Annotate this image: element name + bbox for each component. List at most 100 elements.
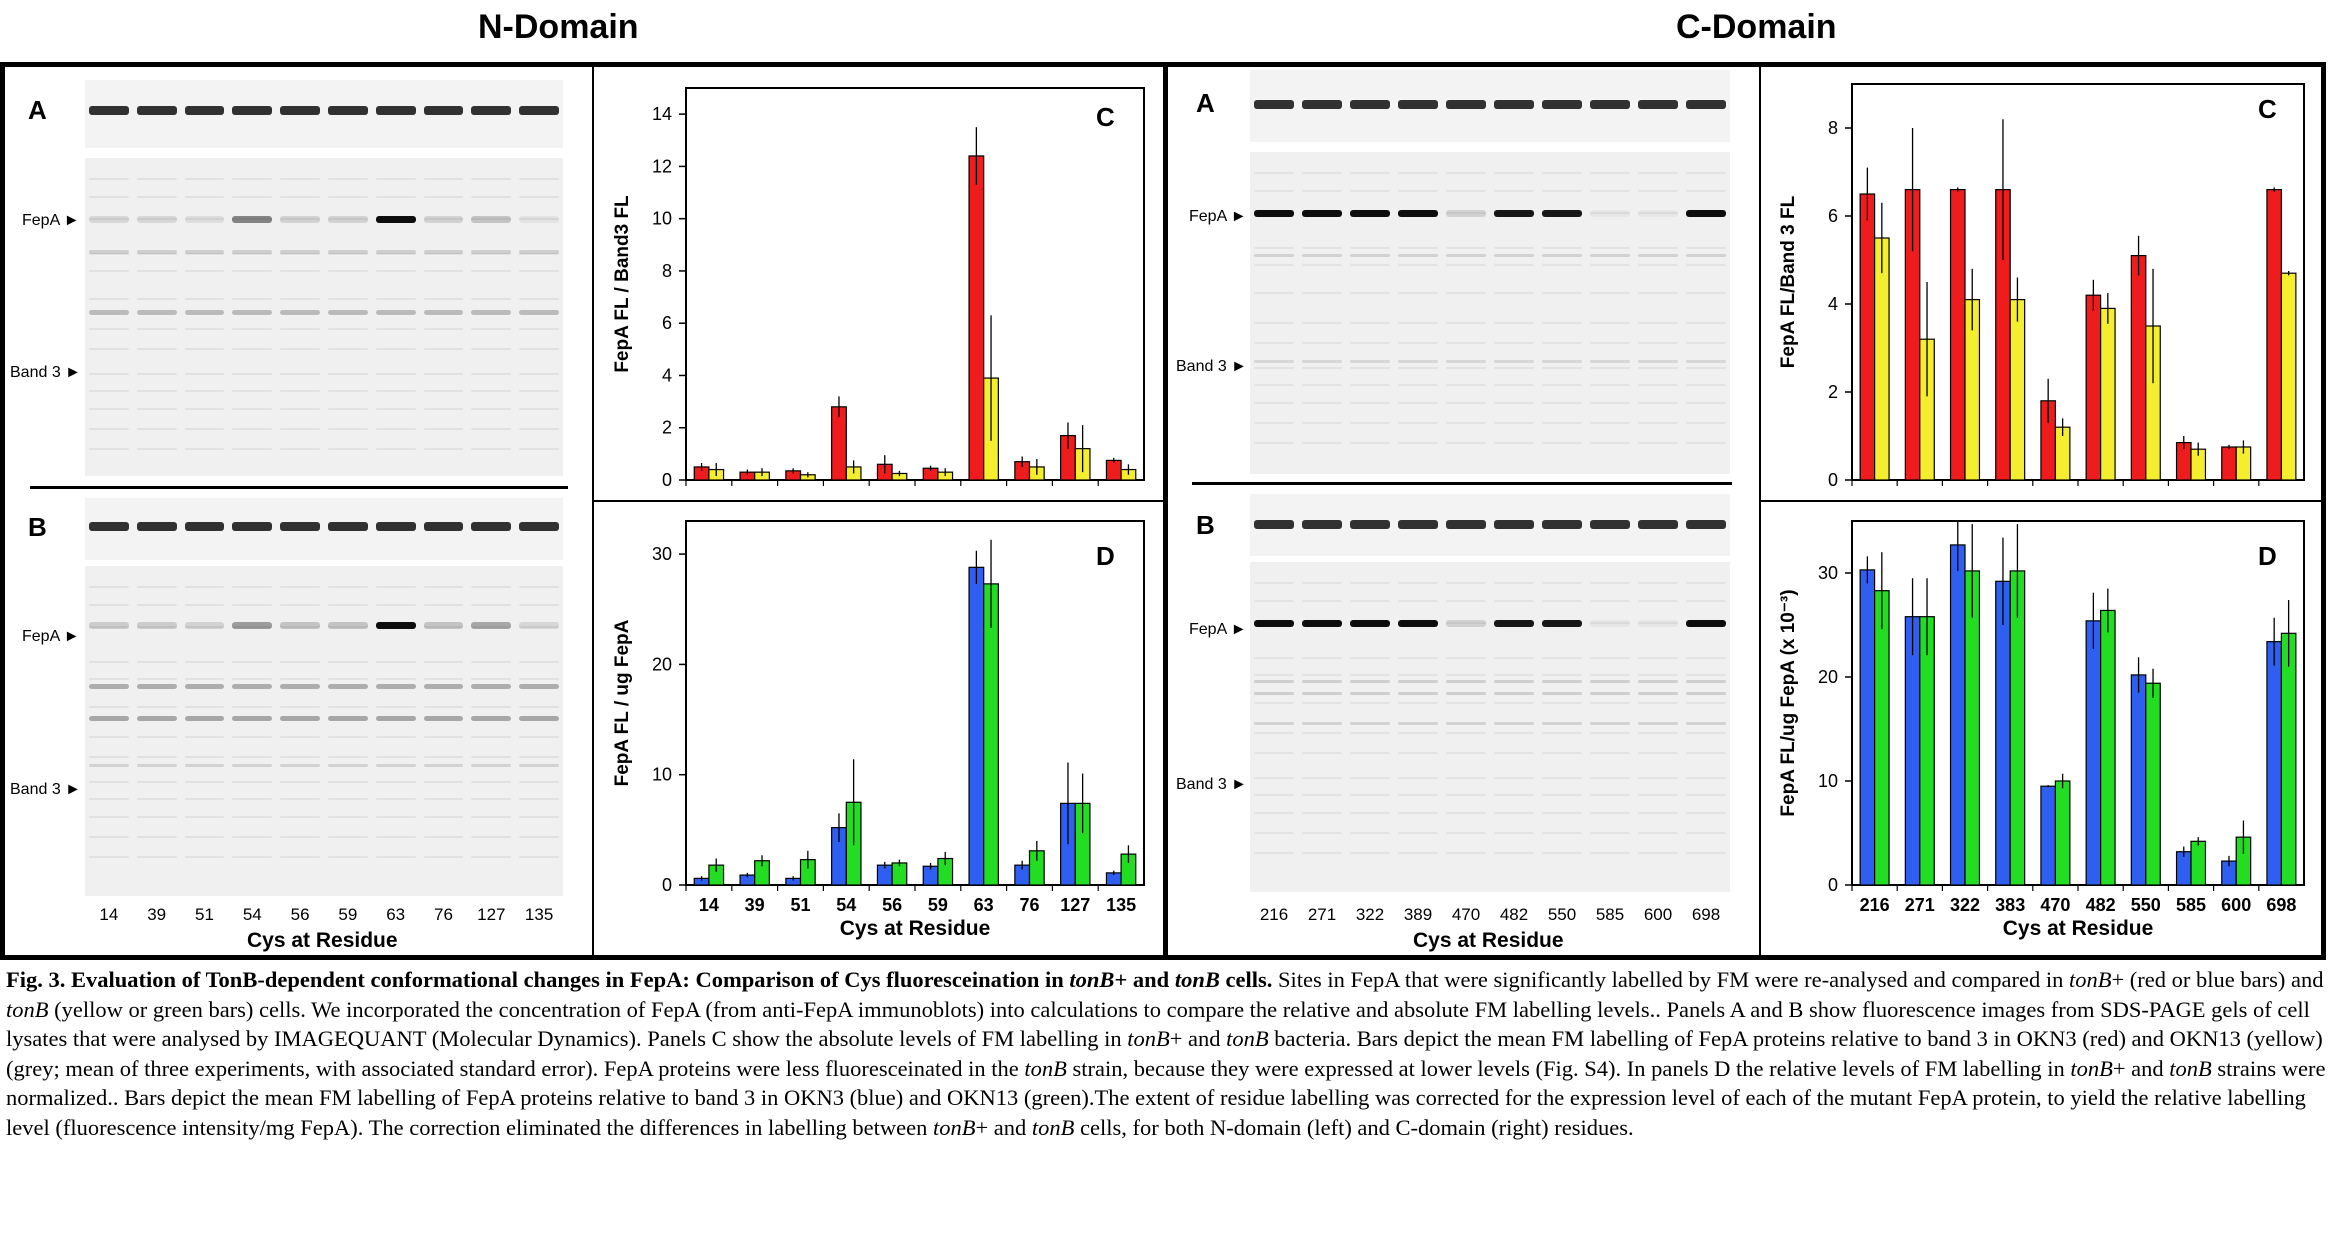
gel-band — [1254, 342, 1294, 344]
gel-band — [1494, 367, 1534, 369]
gel-band — [1494, 680, 1534, 683]
gel-band — [328, 522, 368, 531]
gel-band — [232, 604, 273, 606]
gel-band — [1398, 360, 1438, 363]
gel-band — [1350, 264, 1390, 266]
gel-band — [184, 270, 225, 272]
c-gel-a-fepa-marker: FepA ► — [1189, 208, 1247, 225]
gel-band — [423, 678, 464, 680]
gel-band — [1686, 172, 1726, 174]
gel-band — [1350, 674, 1390, 676]
gel-band — [519, 270, 559, 272]
gel-band — [136, 390, 177, 392]
gel-band — [136, 798, 177, 800]
gel-band — [1254, 832, 1294, 834]
gel-band — [1254, 852, 1294, 854]
divider-c-gel-chart — [1759, 65, 1761, 957]
gel-band — [1398, 342, 1438, 344]
x-tick-label: 127 — [1060, 895, 1090, 915]
gel-band — [1638, 442, 1678, 444]
gel-band — [1302, 100, 1342, 109]
gel-band — [328, 604, 368, 606]
gel-band — [1446, 622, 1486, 624]
gel-band — [89, 448, 129, 450]
gel-band — [1686, 190, 1726, 192]
gel-band — [471, 622, 512, 629]
gel-band — [328, 586, 368, 588]
c-gel-x-title: Cys at Residue — [1413, 929, 1564, 952]
gel-band — [328, 684, 368, 689]
gel-band — [1590, 322, 1630, 324]
gel-band — [89, 218, 129, 220]
gel-band — [136, 216, 177, 223]
gel-band — [375, 764, 416, 767]
y-axis-label: FepA FL/ug FepA (x 10⁻³) — [1778, 589, 1799, 816]
gel-band — [1254, 794, 1294, 796]
gel-band — [1398, 402, 1438, 404]
gel-band — [136, 448, 177, 450]
gel-band — [1398, 794, 1438, 796]
gel-band — [89, 106, 129, 115]
gel-band — [423, 408, 464, 410]
gel-band — [136, 106, 177, 115]
gel-band — [519, 522, 559, 531]
gel-band — [232, 798, 273, 800]
gel-band — [375, 348, 416, 350]
gel-band — [1254, 657, 1294, 659]
gel-band — [1494, 254, 1534, 257]
gel-band — [1494, 752, 1534, 754]
gel-band — [1254, 692, 1294, 695]
gel-band — [1638, 210, 1678, 217]
x-tick-label: 470 — [2040, 895, 2070, 915]
gel-band — [232, 522, 273, 531]
bar — [1949, 188, 1966, 481]
gel-band — [423, 522, 464, 531]
gel-band — [471, 106, 512, 115]
gel-band — [1494, 322, 1534, 324]
gel-band — [1542, 520, 1582, 529]
gel-band — [1254, 777, 1294, 779]
gel-band — [280, 216, 320, 223]
gel-band — [375, 678, 416, 680]
gel-band — [184, 781, 225, 783]
gel-band — [1638, 520, 1678, 529]
gel-band — [1350, 322, 1390, 324]
gel-band — [423, 684, 464, 689]
gel-band — [184, 856, 225, 858]
y-tick-label: 20 — [652, 654, 672, 674]
gel-band — [328, 626, 368, 628]
y-tick-label: 6 — [1828, 206, 1838, 226]
gel-band — [1638, 657, 1678, 659]
gel-band — [1398, 442, 1438, 444]
gel-band — [1542, 422, 1582, 424]
gel-band — [1590, 732, 1630, 734]
gel-band — [1686, 367, 1726, 369]
gel-band — [375, 270, 416, 272]
gel-band — [184, 298, 225, 300]
bar — [831, 406, 847, 481]
gel-band — [1302, 582, 1342, 584]
bar — [2100, 609, 2116, 886]
gel-band — [1350, 722, 1390, 725]
gel-band — [519, 298, 559, 300]
panel-label: D — [1096, 541, 1115, 571]
y-axis-label: FepA FL / ug FepA — [612, 619, 633, 786]
divider-domains — [1163, 62, 1168, 960]
gel-band — [136, 836, 177, 838]
gel-band — [423, 764, 464, 767]
x-tick-label: 51 — [790, 895, 810, 915]
gel-band — [423, 816, 464, 818]
gel-band — [1446, 794, 1486, 796]
gel-band — [280, 270, 320, 272]
gel-band — [1446, 190, 1486, 192]
gel-band — [375, 756, 416, 758]
gel-band — [1302, 190, 1342, 192]
y-tick-label: 4 — [1828, 294, 1838, 314]
gel-band — [89, 373, 129, 375]
gel-band — [1446, 384, 1486, 386]
gel-band — [1446, 360, 1486, 363]
gel-band — [136, 716, 177, 721]
gel-band — [1254, 732, 1294, 734]
gel-band — [1446, 172, 1486, 174]
gel-band — [471, 218, 512, 220]
